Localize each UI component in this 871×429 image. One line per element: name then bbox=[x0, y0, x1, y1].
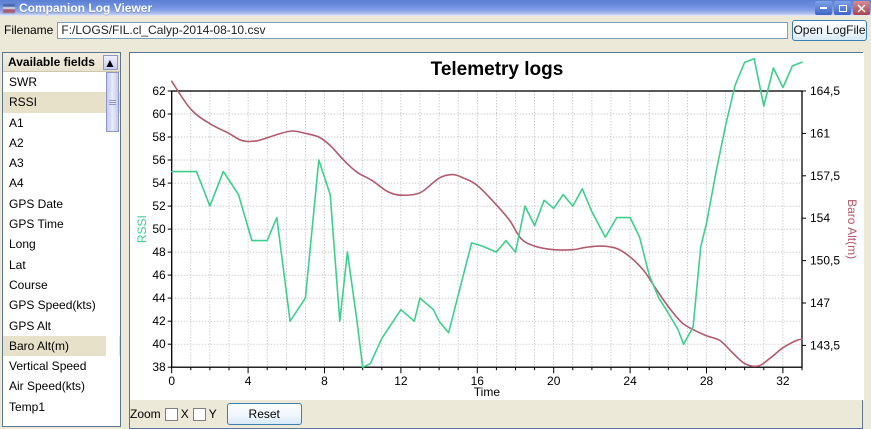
svg-text:50: 50 bbox=[152, 222, 166, 236]
svg-text:143,5: 143,5 bbox=[810, 338, 840, 352]
svg-text:52: 52 bbox=[152, 199, 166, 213]
svg-text:44: 44 bbox=[152, 291, 166, 305]
svg-text:60: 60 bbox=[152, 107, 166, 121]
svg-text:164,5: 164,5 bbox=[810, 84, 840, 98]
svg-text:Telemetry logs: Telemetry logs bbox=[431, 59, 564, 80]
svg-text:28: 28 bbox=[700, 374, 714, 388]
svg-text:20: 20 bbox=[547, 374, 561, 388]
svg-text:150,5: 150,5 bbox=[810, 254, 840, 268]
svg-text:38: 38 bbox=[152, 360, 166, 374]
svg-text:54: 54 bbox=[152, 176, 166, 190]
svg-text:161: 161 bbox=[810, 126, 830, 140]
svg-text:24: 24 bbox=[623, 374, 637, 388]
svg-text:42: 42 bbox=[152, 314, 166, 328]
svg-text:56: 56 bbox=[152, 153, 166, 167]
svg-text:8: 8 bbox=[321, 374, 328, 388]
svg-text:147: 147 bbox=[810, 296, 830, 310]
svg-text:58: 58 bbox=[152, 130, 166, 144]
svg-text:154: 154 bbox=[810, 211, 830, 225]
svg-text:Time: Time bbox=[474, 385, 501, 399]
svg-text:32: 32 bbox=[776, 374, 790, 388]
svg-text:12: 12 bbox=[394, 374, 408, 388]
svg-text:4: 4 bbox=[245, 374, 252, 388]
svg-text:62: 62 bbox=[152, 84, 166, 98]
svg-text:157,5: 157,5 bbox=[810, 169, 840, 183]
svg-text:RSSI: RSSI bbox=[135, 215, 149, 243]
svg-text:0: 0 bbox=[168, 374, 175, 388]
svg-text:48: 48 bbox=[152, 245, 166, 259]
svg-text:40: 40 bbox=[152, 337, 166, 351]
svg-text:46: 46 bbox=[152, 268, 166, 282]
svg-text:Baro Alt(m): Baro Alt(m) bbox=[845, 199, 859, 259]
